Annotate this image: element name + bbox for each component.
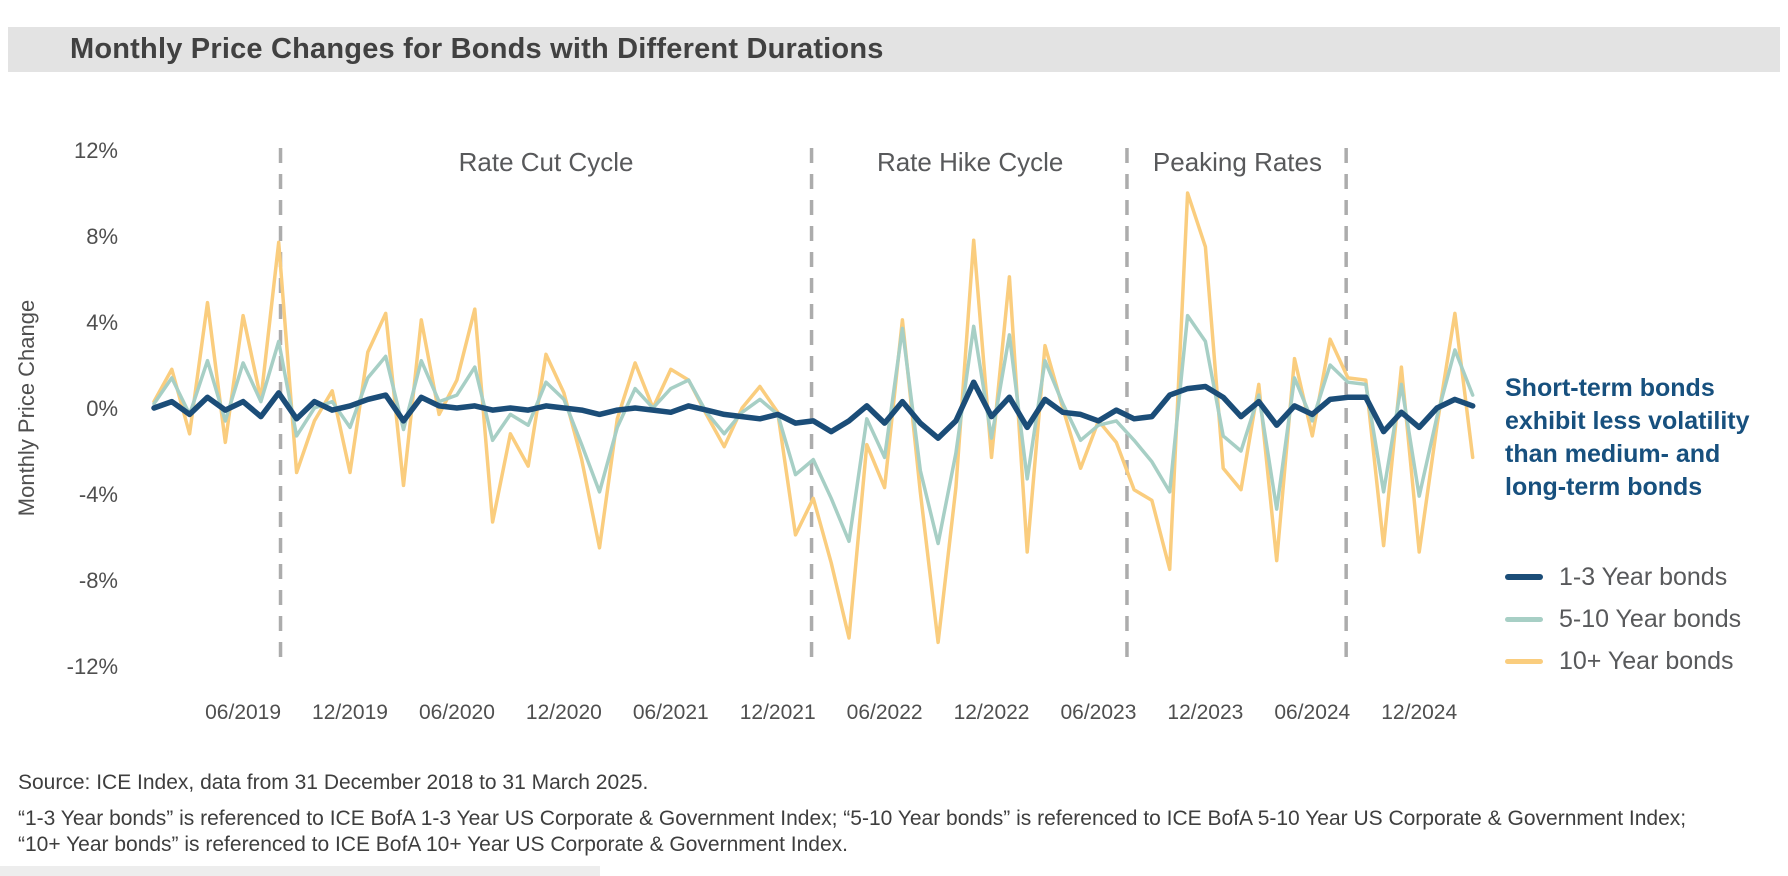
annotation-line: Short-term bonds [1505,374,1715,402]
legend-label: 5-10 Year bonds [1559,604,1742,633]
x-tick-label: 12/2024 [1381,701,1457,724]
x-tick-label: 12/2022 [954,701,1030,724]
series-line-1-3-year-bonds [151,379,1476,441]
series-line-5-10-year-bonds [152,313,1475,546]
chart-title-bar: Monthly Price Changes for Bonds with Dif… [8,27,1780,72]
legend-swatch-icon [1505,574,1543,580]
y-axis-title: Monthly Price Change [14,300,39,516]
legend-label: 10+ Year bonds [1559,646,1734,675]
y-tick-label: -8% [79,568,118,593]
x-tick-label: 06/2019 [205,701,281,724]
legend-swatch-icon [1505,616,1543,622]
annotation-line: long-term bonds [1505,473,1703,501]
y-tick-label: -12% [67,654,118,679]
y-tick-label: 0% [86,396,118,421]
reference-note-line-1: “1-3 Year bonds” is referenced to ICE Bo… [18,807,1687,830]
legend-item: 10+ Year bonds [1505,640,1785,682]
bottom-edge-strip [0,866,600,876]
x-tick-label: 06/2020 [419,701,495,724]
x-tick-label: 12/2019 [312,701,388,724]
reference-note-line-2: “10+ Year bonds” is referenced to ICE Bo… [18,833,849,856]
legend-label: 1-3 Year bonds [1559,562,1728,591]
annotation-line: exhibit less volatility [1505,407,1750,435]
y-tick-label: 4% [86,310,118,335]
chart-legend: 1-3 Year bonds 5-10 Year bonds 10+ Year bo… [1505,556,1785,682]
chart-footnotes: Source: ICE Index, data from 31 December… [18,771,1778,858]
legend-item: 5-10 Year bonds [1505,598,1785,640]
x-tick-label: 12/2021 [740,701,816,724]
y-tick-label: 8% [86,224,118,249]
source-note: Source: ICE Index, data from 31 December… [18,771,649,794]
legend-item: 1-3 Year bonds [1505,556,1785,598]
annotation-line: than medium- and [1505,440,1721,468]
chart-annotation: Short-term bonds exhibit less volatility t… [1505,372,1775,504]
phase-label: Rate Hike Cycle [877,147,1063,177]
legend-swatch-icon [1505,658,1543,664]
x-tick-label: 12/2023 [1167,701,1243,724]
phase-label: Peaking Rates [1153,147,1322,177]
y-tick-label: -4% [79,482,118,507]
x-tick-label: 06/2021 [633,701,709,724]
x-tick-label: 12/2020 [526,701,602,724]
x-tick-label: 06/2022 [847,701,923,724]
y-tick-label: 12% [74,138,118,163]
phase-label: Rate Cut Cycle [459,147,634,177]
x-tick-label: 06/2023 [1060,701,1136,724]
x-tick-label: 06/2024 [1274,701,1350,724]
page-title: Monthly Price Changes for Bonds with Dif… [70,33,884,65]
